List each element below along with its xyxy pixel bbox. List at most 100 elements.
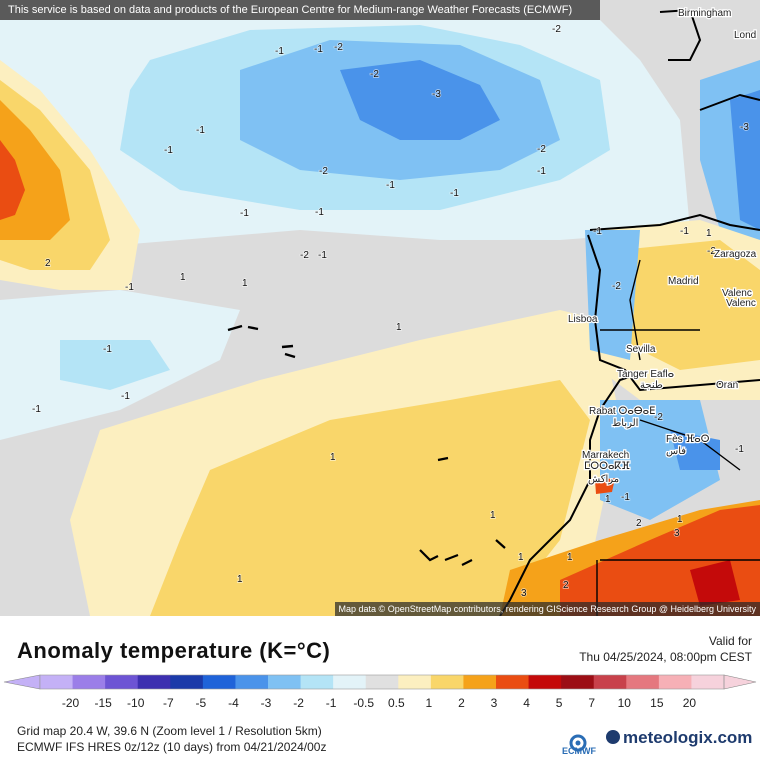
scale-swatch <box>365 675 399 689</box>
scale-tick-label: 4 <box>523 696 530 710</box>
contour-label: -3 <box>740 122 749 133</box>
meteologix-icon <box>606 730 620 744</box>
scale-tick-label: 15 <box>650 696 664 710</box>
contour-label: 1 <box>180 272 186 283</box>
contour-label: 1 <box>237 574 243 585</box>
contour-label: -2 <box>300 250 309 261</box>
iberia-yellow <box>620 240 760 370</box>
sahara-deep-red <box>690 560 740 606</box>
contour-label: -1 <box>314 44 323 55</box>
contour-label: -1 <box>32 404 41 415</box>
contour-label: 1 <box>677 514 683 525</box>
contour-label: 1 <box>396 322 402 333</box>
contour-label: -1 <box>537 166 546 177</box>
valid-label: Valid for <box>708 634 752 648</box>
ecmwf-logo-icon <box>569 734 587 752</box>
valid-date: Thu 04/25/2024, 08:00pm CEST <box>579 650 752 664</box>
contour-label: -1 <box>275 46 284 57</box>
scale-tick-label: 5 <box>555 696 563 710</box>
contour-label: -2 <box>552 24 561 35</box>
contour-label: -1 <box>196 125 205 136</box>
map-area[interactable]: -2 -1 -2 -1 -3 -2 -1 -1 -2 -2 -1 -1 -1 -… <box>0 0 760 616</box>
west-blue-patch <box>60 340 170 390</box>
city-label-marrakech-tifinagh: ⵎⵔⵔⴰⴽⴼ <box>584 461 630 472</box>
contour-label: 1 <box>567 552 573 563</box>
scale-swatch <box>333 675 367 689</box>
scale-tick-label: -20 <box>61 696 80 710</box>
canary-islands <box>419 456 506 566</box>
scale-swatch <box>626 675 660 689</box>
city-label-tanger-arabic: طنجة <box>640 380 663 391</box>
contour-label: -1 <box>680 226 689 237</box>
contour-label: -1 <box>240 208 249 219</box>
contour-label: -1 <box>164 145 173 156</box>
contour-label: 1 <box>490 510 496 521</box>
border-lines <box>596 259 760 616</box>
contour-label: -1 <box>621 492 630 503</box>
contour-label: -2 <box>612 281 621 292</box>
city-label-birmingham: Birmingham <box>678 8 731 19</box>
scale-swatch <box>593 675 627 689</box>
scale-tick-label: -3 <box>260 696 272 710</box>
scale-swatch <box>430 675 464 689</box>
morocco-blue <box>600 400 720 520</box>
contour-label: 1 <box>605 494 611 505</box>
contour-label: -1 <box>318 250 327 261</box>
marrakech-red <box>595 478 615 494</box>
scale-tick-label: -0.5 <box>353 696 375 710</box>
city-label-fes: Fès ⴼⴰⵙ <box>666 434 710 445</box>
contour-label: 2 <box>636 518 642 529</box>
coastline <box>499 8 760 616</box>
city-label-rabat: Rabat ⵔⴰⴱⴰⴹ <box>589 406 655 417</box>
scale-tick-label: 10 <box>617 696 631 710</box>
uk-deep-blue-region <box>730 90 760 230</box>
contour-label: 1 <box>330 452 336 463</box>
contour-label: 3 <box>674 528 680 539</box>
meteologix-logo[interactable]: meteologix.com <box>606 728 752 748</box>
iberia-blue-west <box>585 230 640 360</box>
city-label-london: Lond <box>734 30 756 41</box>
contour-label: -2 <box>319 166 328 177</box>
model-info: ECMWF IFS HRES 0z/12z (10 days) from 04/… <box>17 740 327 754</box>
south-yellow-region <box>150 380 590 616</box>
city-label-fes-arabic: فاس <box>666 446 686 457</box>
city-label-marrakech: Marrakech <box>582 450 629 461</box>
contour-label: -1 <box>315 207 324 218</box>
scale-tick-label: 2 <box>458 696 465 710</box>
contour-label: 1 <box>518 552 524 563</box>
scale-tick-label: 20 <box>682 696 697 710</box>
scale-tick-label: -5 <box>195 696 207 710</box>
scale-tick-label: -4 <box>228 696 239 710</box>
scale-swatch <box>170 675 204 689</box>
scale-swatch <box>137 675 171 689</box>
city-label-tanger: Tanger Eaflⴰ <box>617 369 674 380</box>
city-label-zaragoza: Zaragoza <box>714 249 757 260</box>
temperature-anomaly-map: -2 -1 -2 -1 -3 -2 -1 -1 -2 -2 -1 -1 -1 -… <box>0 6 760 616</box>
city-label-valencia-2: Valenc <box>726 298 756 309</box>
contour-label: -1 <box>121 391 130 402</box>
city-label-lisboa: Lisboa <box>568 314 598 325</box>
city-label-marrakech-arabic: مراكش <box>588 474 619 485</box>
city-label-valencia: Valenc <box>722 288 752 299</box>
scale-tick-label: -2 <box>293 696 304 710</box>
contour-label: 1 <box>706 228 712 239</box>
nw-red-region <box>0 140 25 220</box>
grid-info: Grid map 20.4 W, 39.6 N (Zoom level 1 / … <box>17 724 322 738</box>
ecmwf-banner: This service is based on data and produc… <box>0 0 600 20</box>
scale-swatch <box>268 675 302 689</box>
scale-swatch <box>463 675 497 689</box>
contour-label: -2 <box>654 412 663 423</box>
scale-arrow-right <box>723 674 757 690</box>
scale-swatch <box>300 675 334 689</box>
scale-tick-label: 1 <box>425 696 433 710</box>
core-blue-region <box>340 60 500 140</box>
contour-label: 2 <box>563 580 569 591</box>
contour-label: -3 <box>432 89 441 100</box>
city-label-sevilla: Sevilla <box>626 344 656 355</box>
scale-tick-label: 3 <box>490 696 498 710</box>
color-scale-bar <box>3 674 757 690</box>
scale-arrow-left <box>3 674 41 690</box>
scale-swatch <box>658 675 692 689</box>
map-attribution[interactable]: Map data © OpenStreetMap contributors, r… <box>334 602 760 616</box>
scale-swatch <box>528 675 562 689</box>
